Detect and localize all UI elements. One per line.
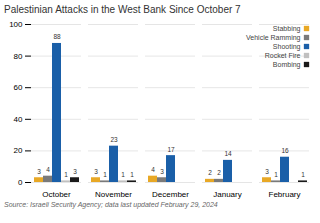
svg-text:October: October [42,190,71,199]
svg-text:3: 3 [73,168,77,175]
svg-text:1: 1 [64,171,68,178]
html-text:Source: Israeli Security Agenc: Source: Israeli Security Agency; data la… [4,201,218,208]
svg-text:3: 3 [265,168,269,175]
svg-text:20: 20 [14,146,23,155]
svg-text:December: December [152,190,189,199]
svg-text:1: 1 [103,171,107,178]
svg-text:3: 3 [94,168,98,175]
svg-text:Vehicle Ramming: Vehicle Ramming [246,34,301,42]
svg-text:3: 3 [160,168,164,175]
svg-text:80: 80 [14,52,23,61]
svg-text:4: 4 [46,166,50,173]
svg-text:1: 1 [121,171,125,178]
svg-text:2: 2 [208,169,212,176]
html-text:Palestinian Attacks in the Wes: Palestinian Attacks in the West Bank Sin… [4,4,241,15]
svg-text:14: 14 [224,150,232,157]
svg-text:Shooting: Shooting [273,43,301,51]
svg-text:3: 3 [37,168,41,175]
svg-text:60: 60 [14,83,23,92]
svg-text:2: 2 [217,169,221,176]
svg-text:88: 88 [53,33,61,40]
svg-text:January: January [213,190,241,199]
svg-text:1: 1 [130,171,134,178]
svg-text:4: 4 [151,166,155,173]
svg-text:Stabbing: Stabbing [273,25,301,33]
svg-text:100: 100 [9,20,23,29]
svg-text:November: November [95,190,132,199]
svg-text:17: 17 [167,146,175,153]
svg-text:Rocket Fire: Rocket Fire [265,52,301,59]
svg-text:23: 23 [110,136,118,143]
svg-text:1: 1 [274,171,278,178]
svg-text:40: 40 [14,115,23,124]
svg-text:0: 0 [18,178,23,187]
svg-text:February: February [268,190,300,199]
svg-text:16: 16 [281,147,289,154]
svg-text:1: 1 [301,171,305,178]
svg-text:Bombing: Bombing [273,61,301,69]
